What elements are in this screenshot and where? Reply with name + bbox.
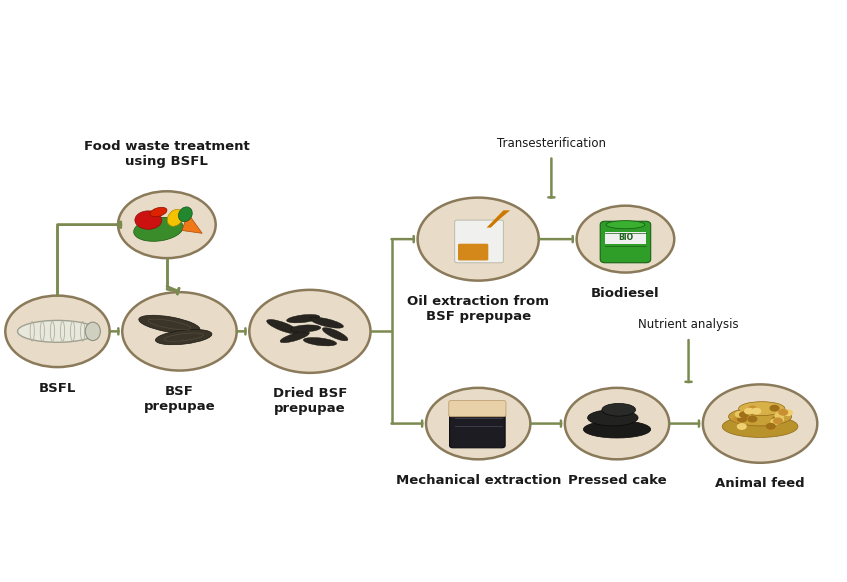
Ellipse shape <box>139 315 200 333</box>
Ellipse shape <box>584 421 650 438</box>
Circle shape <box>773 417 783 424</box>
Ellipse shape <box>179 207 192 222</box>
Circle shape <box>5 296 109 367</box>
Ellipse shape <box>286 314 320 323</box>
Ellipse shape <box>18 321 97 342</box>
Ellipse shape <box>86 322 101 340</box>
Polygon shape <box>487 210 510 228</box>
Ellipse shape <box>303 338 336 346</box>
Circle shape <box>577 205 674 272</box>
Circle shape <box>774 412 784 419</box>
Circle shape <box>751 407 761 414</box>
Ellipse shape <box>722 416 798 438</box>
Circle shape <box>565 388 669 459</box>
Text: Food waste treatment
using BSFL: Food waste treatment using BSFL <box>84 140 250 168</box>
Ellipse shape <box>588 410 638 426</box>
Circle shape <box>747 416 757 423</box>
Ellipse shape <box>134 217 183 242</box>
Ellipse shape <box>150 207 167 217</box>
Text: Nutrient analysis: Nutrient analysis <box>639 318 739 331</box>
Circle shape <box>737 416 747 423</box>
Text: BSFL: BSFL <box>39 382 76 395</box>
Ellipse shape <box>310 317 343 328</box>
FancyBboxPatch shape <box>450 411 505 448</box>
Text: Animal feed: Animal feed <box>715 477 805 490</box>
Circle shape <box>767 424 777 431</box>
Circle shape <box>703 384 817 463</box>
Ellipse shape <box>280 332 309 343</box>
Circle shape <box>771 416 781 423</box>
Circle shape <box>766 423 776 430</box>
Polygon shape <box>182 213 202 233</box>
Ellipse shape <box>606 221 645 229</box>
Circle shape <box>783 409 793 416</box>
Circle shape <box>249 290 370 373</box>
Ellipse shape <box>323 328 348 341</box>
Ellipse shape <box>602 403 635 416</box>
Ellipse shape <box>739 402 785 416</box>
Circle shape <box>769 404 779 411</box>
Circle shape <box>426 388 530 459</box>
Circle shape <box>734 411 745 418</box>
Text: Dried BSF
prepupae: Dried BSF prepupae <box>273 387 347 416</box>
Circle shape <box>770 418 780 425</box>
Circle shape <box>739 411 749 418</box>
Circle shape <box>778 409 789 416</box>
Circle shape <box>122 292 236 371</box>
Ellipse shape <box>156 329 212 345</box>
FancyBboxPatch shape <box>455 220 503 262</box>
Circle shape <box>418 198 539 281</box>
Circle shape <box>739 414 749 421</box>
Circle shape <box>747 406 757 413</box>
Text: Transesterification: Transesterification <box>497 137 606 150</box>
Ellipse shape <box>167 210 183 226</box>
Text: Biodiesel: Biodiesel <box>591 287 660 300</box>
Ellipse shape <box>728 407 792 426</box>
Circle shape <box>737 423 747 430</box>
Ellipse shape <box>291 325 321 332</box>
Text: Mechanical extraction: Mechanical extraction <box>396 474 561 487</box>
Circle shape <box>774 416 784 423</box>
FancyBboxPatch shape <box>449 400 506 417</box>
Text: BIO: BIO <box>617 233 633 242</box>
Text: Pressed cake: Pressed cake <box>567 474 667 487</box>
Circle shape <box>734 416 743 423</box>
Text: Oil extraction from
BSF prepupae: Oil extraction from BSF prepupae <box>407 295 549 323</box>
Text: BSF
prepupae: BSF prepupae <box>144 385 215 413</box>
Circle shape <box>135 211 162 229</box>
Circle shape <box>744 407 754 414</box>
FancyBboxPatch shape <box>458 244 488 261</box>
FancyBboxPatch shape <box>601 221 650 262</box>
FancyBboxPatch shape <box>606 232 645 244</box>
Ellipse shape <box>267 320 299 334</box>
Circle shape <box>118 191 216 258</box>
